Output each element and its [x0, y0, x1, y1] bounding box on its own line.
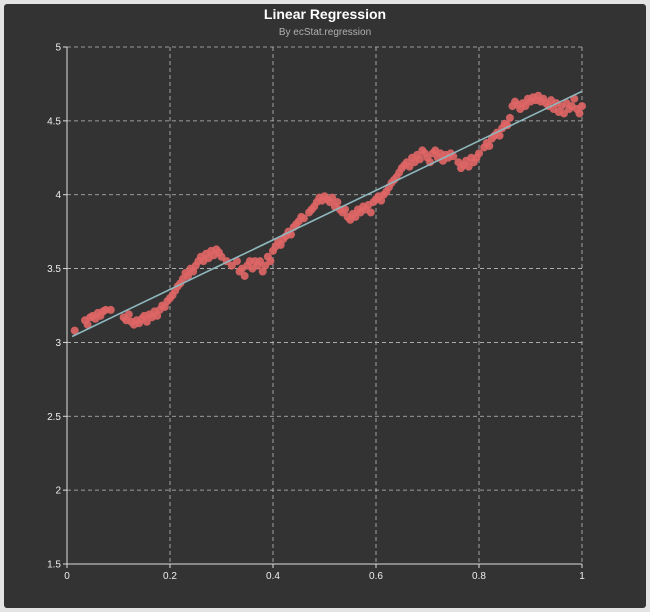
data-point [124, 310, 133, 319]
data-points [70, 91, 586, 335]
x-tick-label: 0 [64, 571, 70, 582]
data-point [475, 149, 483, 158]
chart-title: Linear Regression [263, 6, 387, 22]
y-tick-label: 4.5 [47, 116, 61, 127]
x-tick-label: 0.8 [472, 571, 486, 582]
regression-line-group [71, 90, 583, 338]
data-point [232, 257, 241, 266]
y-tick-label: 3 [55, 338, 61, 349]
data-point [341, 205, 350, 214]
data-point [333, 198, 342, 207]
grid [67, 46, 583, 564]
data-point [575, 109, 584, 118]
data-point [495, 131, 504, 140]
data-point [106, 305, 115, 314]
y-tick-label: 2.5 [47, 412, 61, 423]
y-tick-label: 4 [55, 190, 61, 201]
y-tick-label: 3.5 [47, 264, 61, 275]
data-point [415, 155, 424, 164]
x-tick-label: 0.2 [163, 571, 177, 582]
x-tick-label: 0.6 [369, 571, 383, 582]
y-tick-label: 2 [55, 486, 61, 497]
chart-subtitle: By ecStat.regression [278, 27, 372, 38]
y-tick-label: 5 [55, 43, 61, 54]
data-point [578, 102, 586, 111]
data-point [299, 214, 308, 223]
data-point [83, 320, 92, 329]
data-point [70, 326, 79, 335]
data-point [240, 271, 249, 280]
x-tick-label: 1 [579, 571, 585, 582]
data-point [485, 141, 494, 150]
data-point [266, 257, 275, 266]
data-point [366, 208, 375, 217]
axes: 1.5 2 2.5 3 3.5 4 4.5 5 0 0.2 0.4 0.6 0.8 1 [47, 43, 585, 583]
y-tick-label: 1.5 [47, 560, 61, 571]
x-tick-label: 0.4 [266, 571, 280, 582]
regression-line [71, 90, 583, 338]
data-point [505, 113, 514, 122]
data-point [503, 121, 512, 130]
